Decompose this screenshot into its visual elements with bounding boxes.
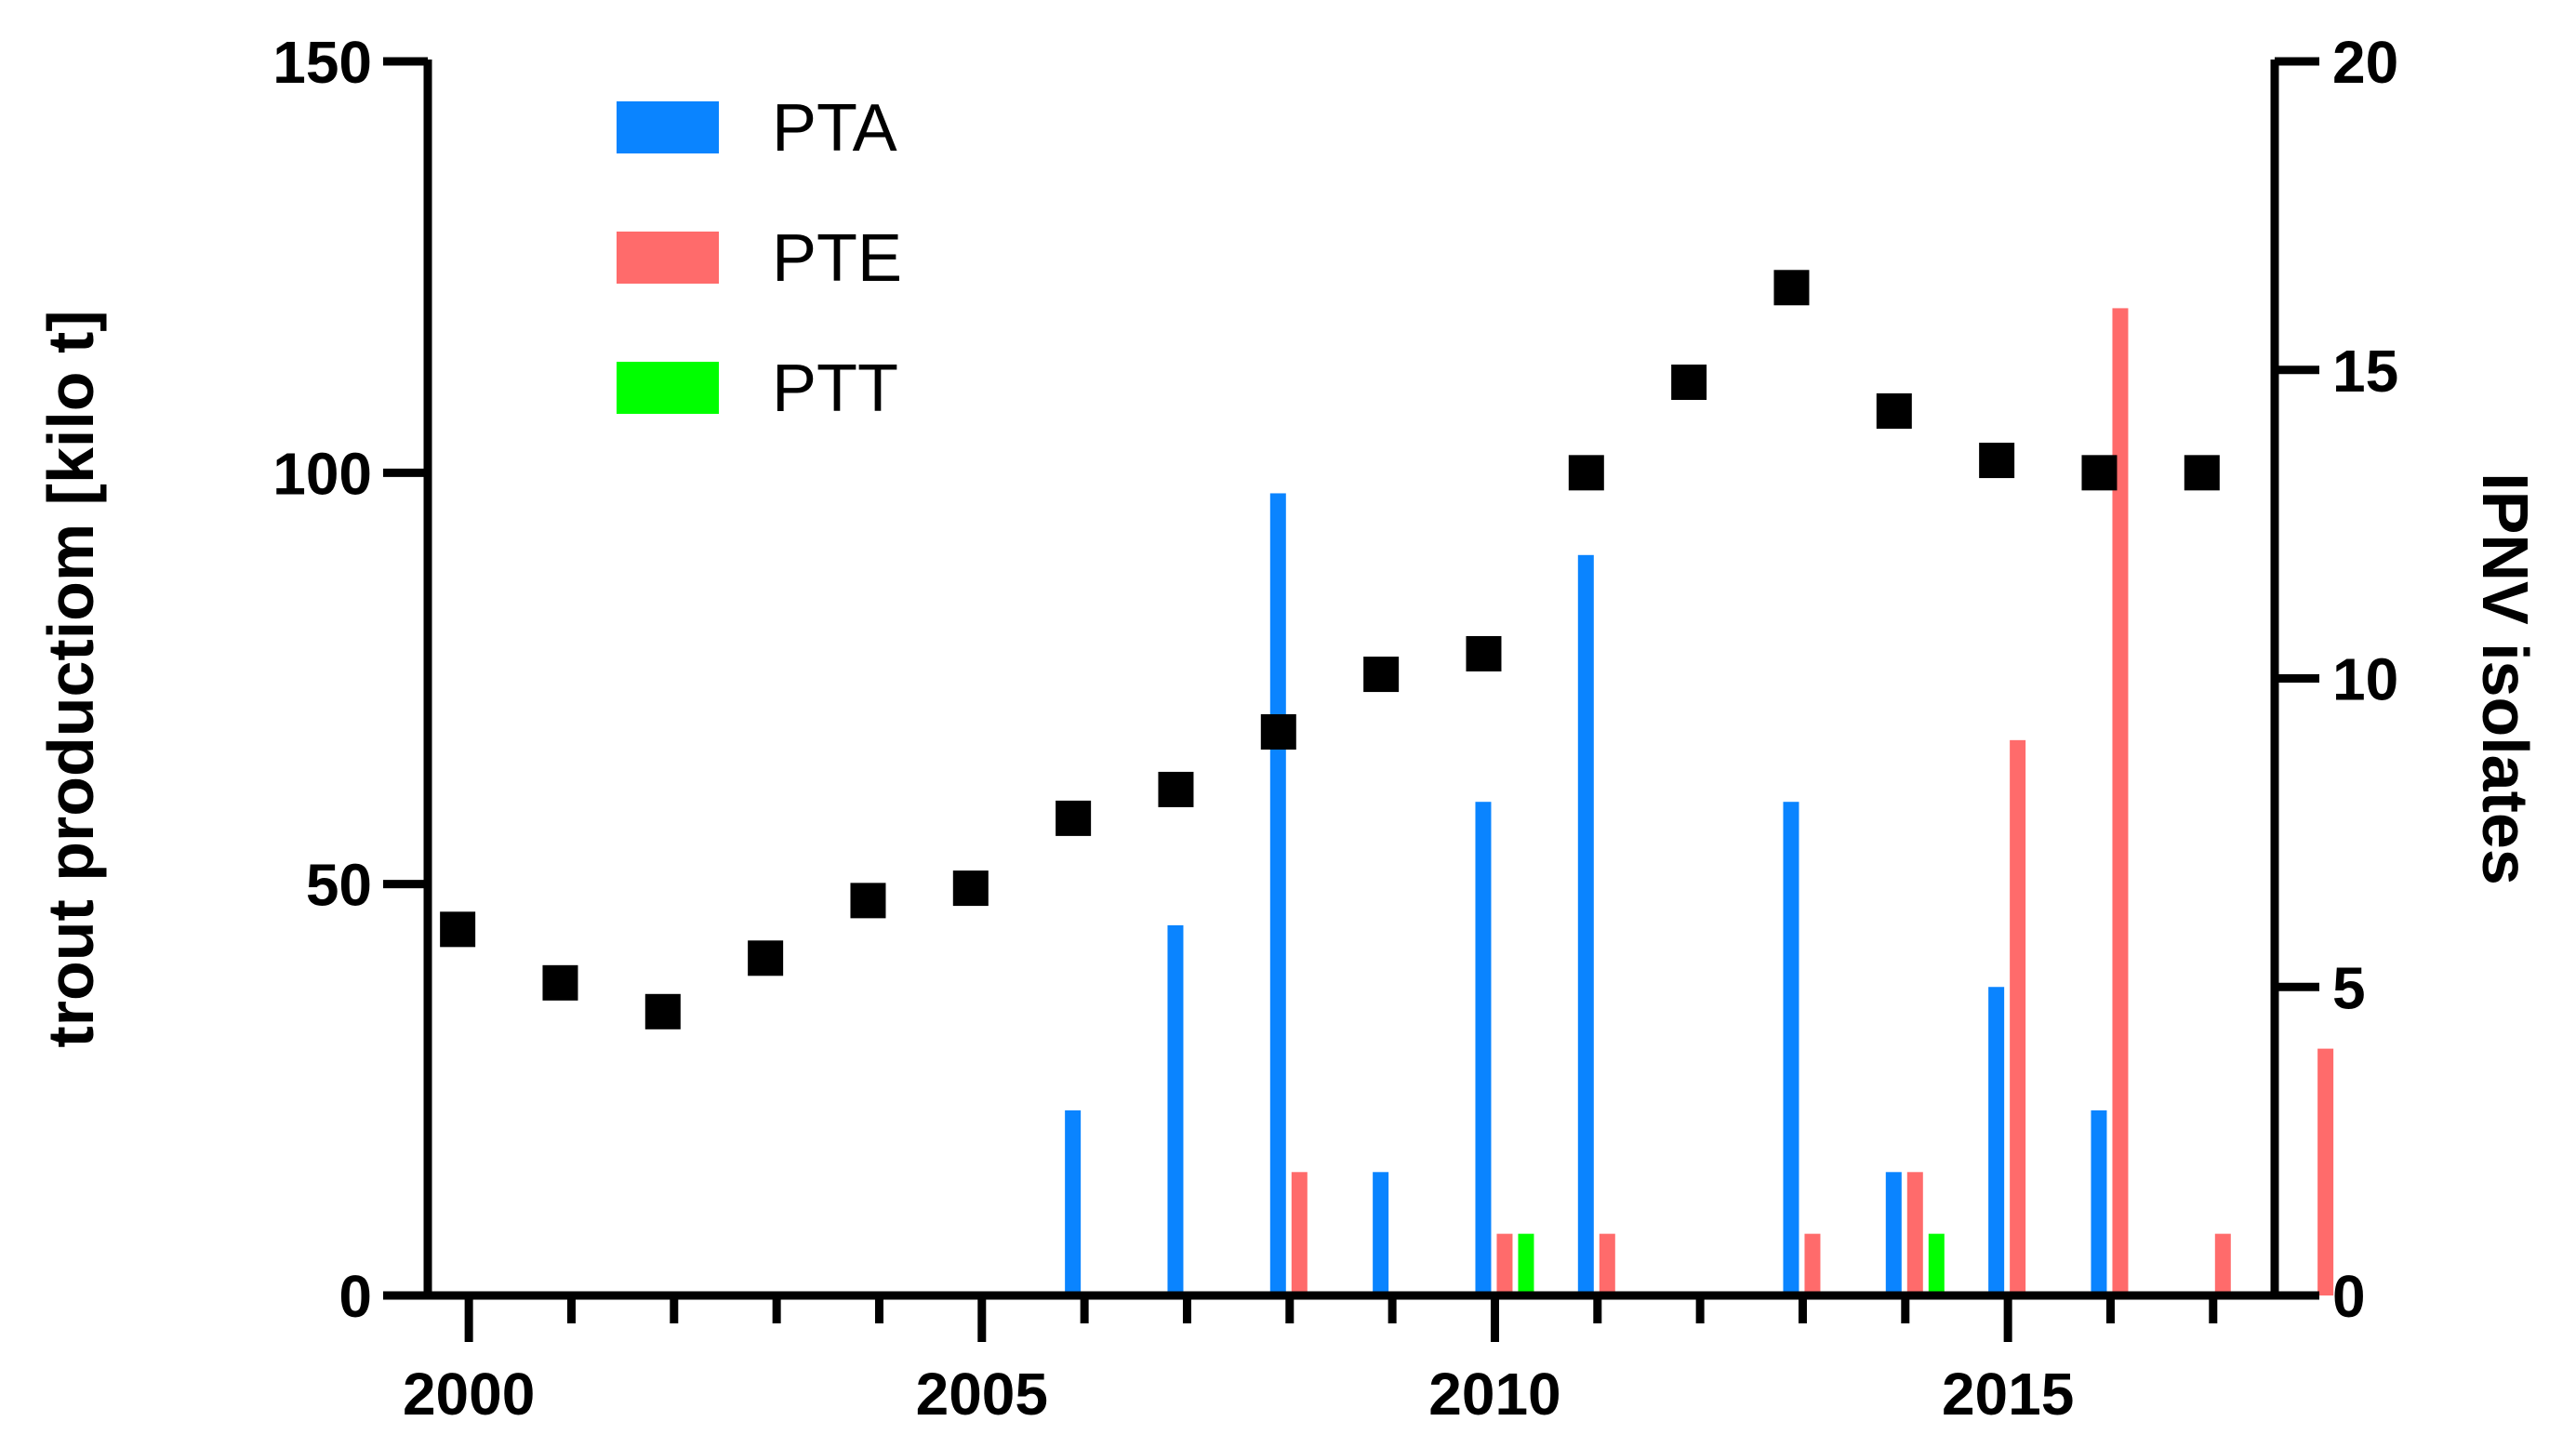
- y-tick-label-50: 50: [306, 852, 372, 919]
- production-point-2013: [1773, 270, 1810, 306]
- x-tick-label-2005: 2005: [916, 1361, 1048, 1428]
- x-tick-label-2015: 2015: [1942, 1361, 2074, 1428]
- bar-pte-2013: [1804, 1233, 1821, 1295]
- y-tick-label-0: 0: [339, 1263, 372, 1330]
- legend-swatch-ptt: [617, 362, 719, 414]
- y-tick-label-100: 100: [272, 440, 372, 507]
- legend-swatch-pta: [617, 101, 719, 153]
- x-tick-label-2010: 2010: [1428, 1361, 1560, 1428]
- production-point-2017: [2184, 455, 2220, 491]
- bar-pta-2016: [2091, 1109, 2107, 1295]
- bar-pte-2015: [2010, 739, 2026, 1295]
- x-tick-label-2000: 2000: [403, 1361, 535, 1428]
- bar-pta-2013: [1783, 802, 1799, 1295]
- bar-pte-2014: [1906, 1172, 1923, 1295]
- bar-pte-2008: [1291, 1172, 1308, 1295]
- bar-pta-2007: [1167, 924, 1184, 1295]
- production-points-layer: [440, 270, 2220, 1030]
- production-point-2006: [1056, 800, 1092, 836]
- production-point-2002: [644, 993, 681, 1030]
- production-point-2007: [1158, 771, 1194, 807]
- bar-pta-2010: [1475, 802, 1492, 1295]
- bar-pte-2017: [2214, 1233, 2231, 1295]
- y2-tick-label-5: 5: [2332, 954, 2366, 1021]
- bar-pta-2006: [1065, 1109, 1082, 1295]
- bar-pte-2011: [1599, 1233, 1615, 1295]
- production-point-2010: [1466, 635, 1502, 671]
- bar-ptt-2010: [1518, 1233, 1534, 1295]
- production-point-2003: [748, 940, 784, 976]
- bar-pta-2008: [1269, 493, 1286, 1295]
- y2-tick-label-0: 0: [2332, 1263, 2366, 1330]
- y2-tick-label-15: 15: [2332, 338, 2398, 405]
- y2-axis-label: IPNV isolates: [2469, 472, 2542, 885]
- production-point-2014: [1876, 392, 1912, 429]
- production-point-2012: [1671, 365, 1707, 401]
- bar-pte-2010: [1496, 1233, 1513, 1295]
- production-point-2001: [542, 964, 578, 1001]
- production-point-2000: [440, 911, 476, 948]
- y2-tick-label-10: 10: [2332, 646, 2398, 713]
- legend-swatch-pte: [617, 232, 719, 284]
- legend-label-pta: PTA: [772, 91, 897, 166]
- y2-tick-label-20: 20: [2332, 29, 2398, 96]
- production-point-2008: [1260, 714, 1296, 751]
- bar-pta-2015: [1988, 987, 2005, 1295]
- y-axis-label: trout productiom [kilo t]: [34, 310, 107, 1047]
- bars-layer: [1065, 308, 2334, 1295]
- production-point-2015: [1979, 443, 2015, 479]
- production-point-2016: [2081, 455, 2118, 491]
- bar-pte-2016: [2112, 308, 2129, 1295]
- legend-label-ptt: PTT: [772, 352, 898, 426]
- bar-pte-2018: [2317, 1048, 2334, 1295]
- bar-ptt-2014: [1928, 1233, 1945, 1295]
- axes-layer: 0 50 100 150 0 5 10 15 20 2000 2005 2010 2015: [272, 29, 2398, 1428]
- bar-pta-2009: [1373, 1172, 1389, 1295]
- production-point-2009: [1363, 657, 1400, 693]
- bar-pta-2011: [1577, 554, 1594, 1295]
- legend: PTA PTE PTT: [617, 91, 902, 426]
- production-point-2005: [952, 870, 989, 907]
- bar-pta-2014: [1885, 1172, 1902, 1295]
- y-tick-label-150: 150: [272, 29, 372, 96]
- production-point-2011: [1568, 455, 1604, 491]
- legend-label-pte: PTE: [772, 221, 902, 296]
- production-point-2004: [850, 883, 886, 919]
